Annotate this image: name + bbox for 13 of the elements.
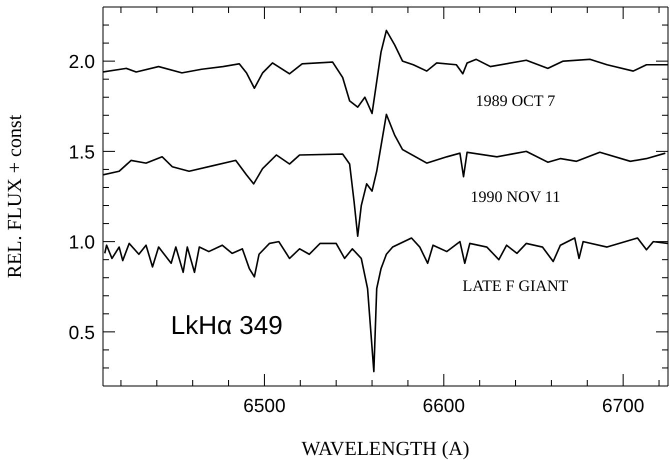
x-axis-title: WAVELENGTH (A) xyxy=(302,438,470,460)
y-axis-title: REL. FLUX + const xyxy=(4,114,26,278)
annotation: LkHα 349 xyxy=(170,310,283,342)
series-label: LATE F GIANT xyxy=(462,278,568,296)
series-label: 1990 NOV 11 xyxy=(470,188,560,207)
series-label: 1989 OCT 7 xyxy=(476,92,556,111)
y-tick-label: 2.0 xyxy=(68,52,95,74)
y-tick-label: 0.5 xyxy=(68,322,95,344)
x-tick-label: 6600 xyxy=(422,396,465,417)
x-tick-label: 6500 xyxy=(243,396,286,417)
x-tick-label: 6700 xyxy=(602,396,644,417)
y-tick-label: 1.0 xyxy=(68,232,95,254)
y-tick-label: 1.5 xyxy=(68,142,95,164)
